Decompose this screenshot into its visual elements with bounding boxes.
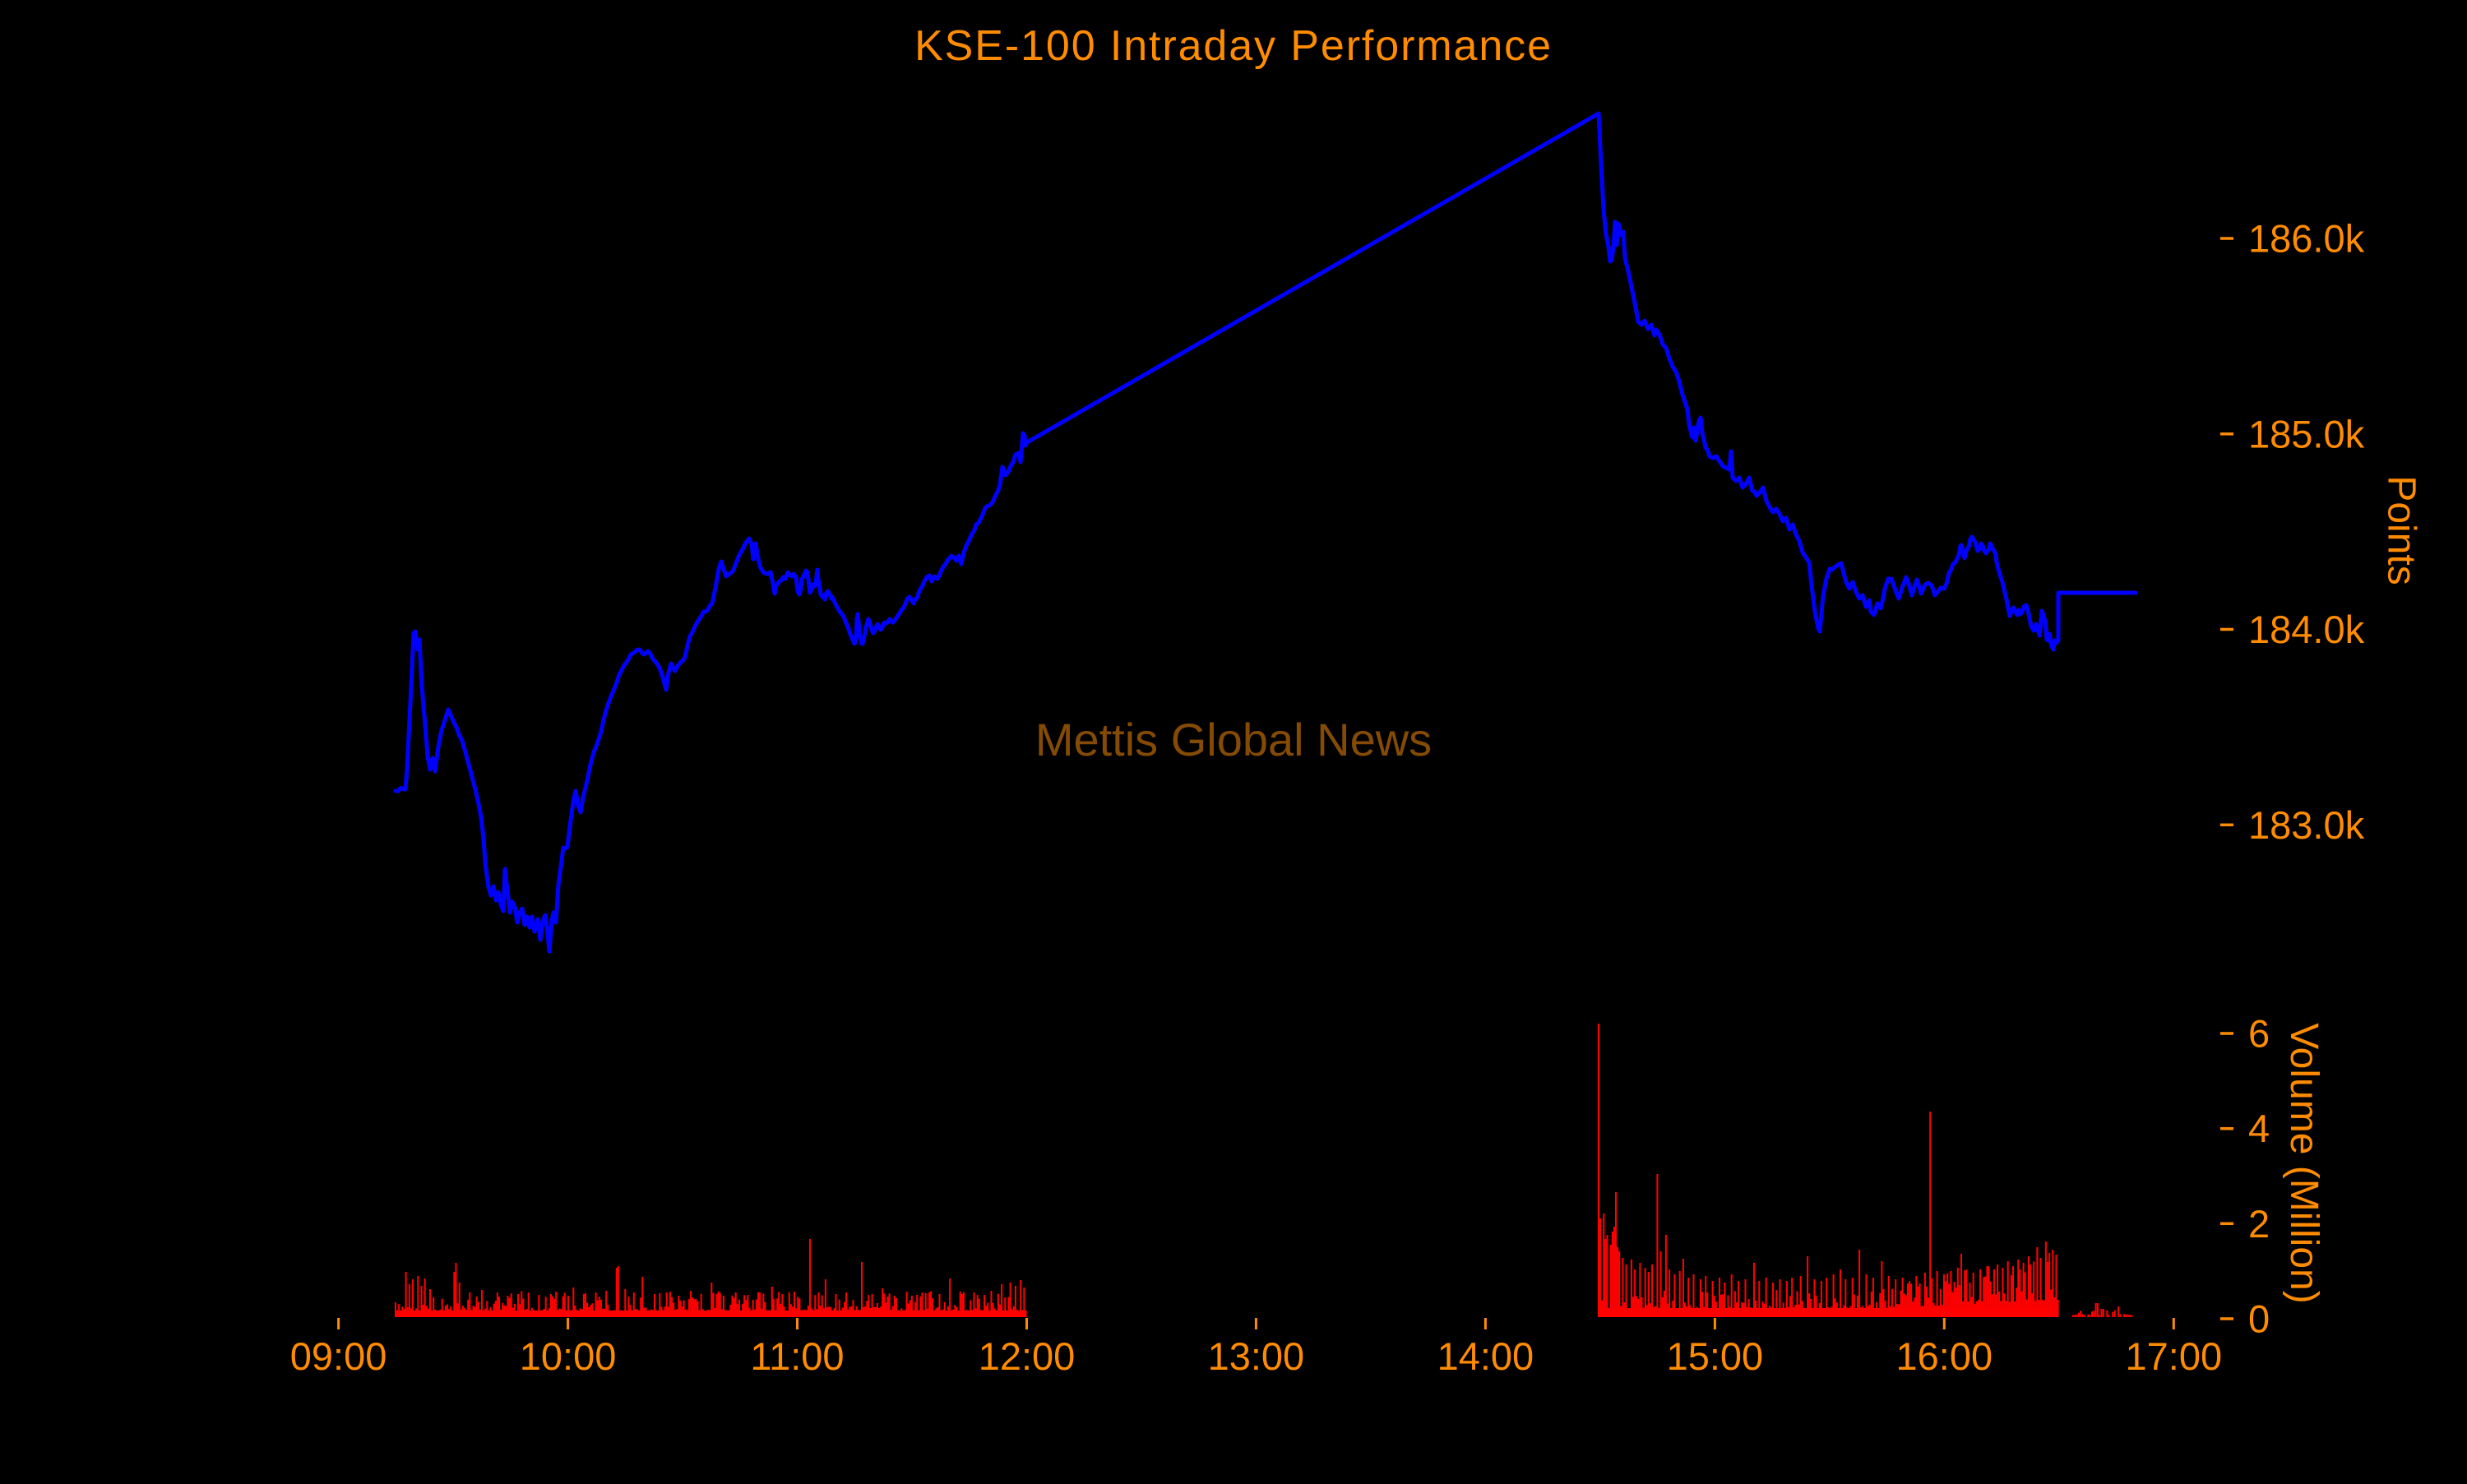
svg-text:2: 2 [2248, 1202, 2270, 1246]
svg-text:Points: Points [2380, 475, 2423, 585]
svg-text:10:00: 10:00 [520, 1334, 617, 1378]
svg-text:6: 6 [2248, 1012, 2270, 1056]
svg-text:184.0k: 184.0k [2248, 608, 2365, 651]
svg-text:14:00: 14:00 [1437, 1334, 1534, 1378]
svg-text:11:00: 11:00 [750, 1334, 844, 1378]
svg-text:Volume (Million): Volume (Million) [2282, 1023, 2326, 1303]
svg-text:KSE-100 Intraday Performance: KSE-100 Intraday Performance [914, 22, 1553, 70]
svg-text:185.0k: 185.0k [2248, 412, 2365, 455]
svg-text:186.0k: 186.0k [2248, 217, 2365, 261]
svg-text:15:00: 15:00 [1667, 1334, 1764, 1378]
svg-text:183.0k: 183.0k [2248, 803, 2365, 847]
svg-text:0: 0 [2248, 1297, 2270, 1341]
svg-text:09:00: 09:00 [290, 1334, 387, 1378]
svg-text:12:00: 12:00 [979, 1334, 1076, 1378]
svg-text:17:00: 17:00 [2125, 1334, 2222, 1378]
svg-text:13:00: 13:00 [1208, 1334, 1305, 1378]
svg-text:4: 4 [2248, 1107, 2270, 1150]
svg-text:Mettis Global News: Mettis Global News [1035, 714, 1432, 765]
svg-text:16:00: 16:00 [1895, 1334, 1993, 1378]
